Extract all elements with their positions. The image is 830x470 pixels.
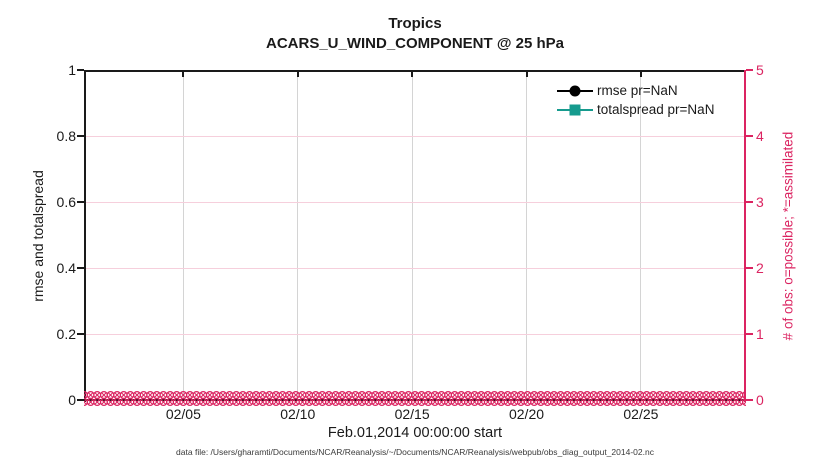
legend-item-label: rmse pr=NaN: [597, 83, 678, 98]
axis-spine-top: [84, 70, 746, 72]
y-tick-mark-left: [77, 201, 84, 203]
legend: rmse pr=NaN totalspread pr=NaN: [556, 81, 714, 119]
x-tick-mark-top: [411, 72, 414, 77]
y-tick-mark-right: [746, 267, 753, 269]
x-tick-mark-top: [639, 72, 642, 77]
y-tick-mark-right: [746, 69, 753, 71]
y-tick-label-left: 0: [68, 392, 76, 408]
grid-line-vertical: [182, 72, 184, 399]
y-tick-mark-right: [746, 399, 753, 401]
data-file-note: data file: /Users/gharamti/Documents/NCA…: [176, 447, 654, 457]
legend-line-square-marker-icon: [557, 104, 593, 115]
axis-spine-left: [84, 70, 86, 402]
x-tick-mark-top: [182, 72, 185, 77]
axis-spine-bottom: [84, 399, 746, 401]
grid-line-vertical: [411, 72, 413, 399]
grid-line-horizontal: [86, 135, 744, 137]
y-tick-label-left: 0.8: [56, 128, 76, 144]
y-tick-label-right: 2: [756, 260, 764, 276]
x-axis-label: Feb.01,2014 00:00:00 start: [327, 425, 503, 441]
y-tick-mark-right: [746, 201, 753, 203]
grid-line-vertical: [640, 72, 642, 399]
grid-line-horizontal: [86, 333, 744, 335]
y-tick-label-right: 3: [756, 194, 764, 210]
plot-title-line1: Tropics: [388, 15, 442, 32]
y-tick-label-left: 0.2: [56, 326, 76, 342]
y-tick-label-left: 0.6: [56, 194, 76, 210]
y-tick-mark-left: [77, 333, 84, 335]
right-y-axis-label: # of obs: o=possible; *=assimilated: [780, 131, 796, 341]
grid-line-vertical: [297, 72, 299, 399]
y-tick-mark-left: [77, 267, 84, 269]
grid-line-horizontal: [86, 201, 744, 203]
y-tick-mark-left: [77, 399, 84, 401]
x-tick-label: 02/15: [394, 406, 430, 422]
obs-count-marker-band: [84, 390, 746, 407]
legend-item: totalspread pr=NaN: [556, 100, 714, 119]
y-tick-mark-left: [77, 69, 84, 71]
y-tick-label-right: 5: [756, 62, 764, 78]
axis-spine-right: [744, 70, 746, 402]
left-y-axis-label: rmse and totalspread: [30, 170, 46, 302]
y-tick-label-left: 1: [68, 62, 76, 78]
x-tick-label: 02/25: [623, 406, 659, 422]
legend-line-circle-marker-icon: [557, 85, 593, 96]
legend-item: rmse pr=NaN: [556, 81, 714, 100]
x-tick-label: 02/20: [508, 406, 545, 422]
x-tick-label: 02/10: [280, 406, 316, 422]
grid-line-vertical: [526, 72, 528, 399]
plot-title-line2: ACARS_U_WIND_COMPONENT @ 25 hPa: [265, 35, 564, 53]
x-tick-label: 02/05: [165, 406, 201, 422]
y-tick-mark-right: [746, 135, 753, 137]
y-tick-mark-right: [746, 333, 753, 335]
grid-line-horizontal: [86, 267, 744, 269]
x-tick-mark-top: [296, 72, 299, 77]
plot-title: Tropics ACARS_U_WIND_COMPONENT @ 25 hPa: [85, 14, 745, 55]
y-tick-label-right: 1: [756, 326, 764, 342]
legend-item-label: totalspread pr=NaN: [597, 102, 715, 117]
y-tick-label-right: 4: [756, 128, 764, 144]
y-tick-label-left: 0.4: [56, 260, 76, 276]
x-tick-mark-top: [525, 72, 528, 77]
y-tick-mark-left: [77, 135, 84, 137]
y-tick-label-right: 0: [756, 392, 764, 408]
